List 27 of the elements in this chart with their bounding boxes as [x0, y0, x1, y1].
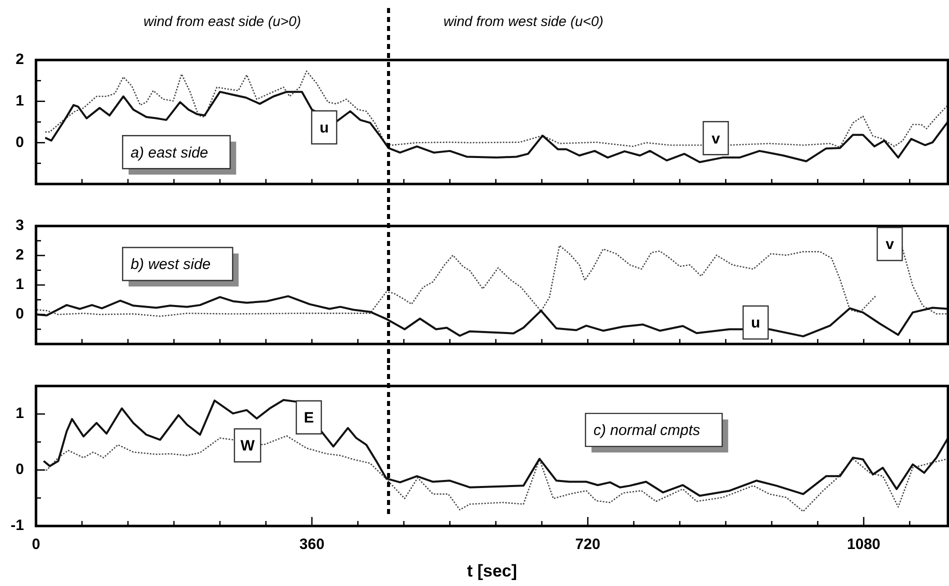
x-tick-label: 720 — [575, 536, 600, 554]
y-tick-label: 0 — [16, 134, 24, 151]
text: a) east side — [130, 144, 208, 162]
series-label: u — [320, 120, 329, 137]
text: wind from west side (u<0) — [444, 12, 604, 29]
series-label: W — [240, 438, 256, 454]
text: wind from east side (u>0) — [143, 12, 302, 29]
series-label: u — [751, 314, 760, 332]
x-axis-title: t [sec] — [466, 561, 518, 580]
line-series — [44, 70, 948, 148]
text: b) west side — [130, 256, 211, 274]
series-label: v — [886, 236, 895, 254]
x-tick-label: 360 — [299, 536, 324, 554]
y-tick-label: -1 — [10, 517, 24, 534]
y-tick-label: 2 — [16, 246, 24, 264]
series-label: E — [304, 410, 314, 426]
y-tick-label: 0 — [16, 461, 24, 478]
y-tick-label: 3 — [16, 217, 24, 234]
series-label: v — [712, 130, 721, 148]
y-tick-label: 1 — [16, 276, 24, 294]
y-tick-label: 1 — [16, 92, 24, 110]
y-tick-label: 2 — [16, 51, 24, 68]
x-tick-label: 1080 — [847, 536, 880, 554]
y-tick-label: 1 — [16, 405, 24, 422]
x-tick-label: 0 — [32, 536, 40, 554]
y-tick-label: 0 — [16, 306, 24, 323]
text: c) normal cmpts — [594, 422, 701, 440]
